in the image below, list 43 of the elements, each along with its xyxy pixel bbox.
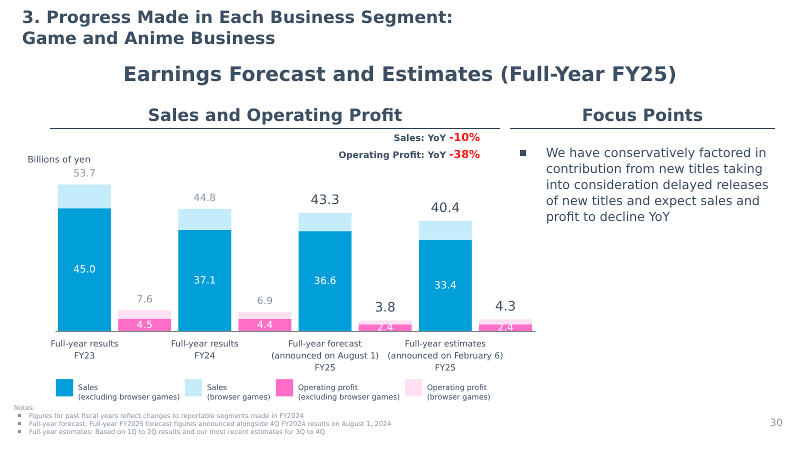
bar xyxy=(418,220,472,240)
total-label: 40.4 xyxy=(430,200,460,216)
bar xyxy=(418,240,472,331)
bar xyxy=(178,230,232,331)
data-label: 33.4 xyxy=(434,280,457,292)
data-label: 2.4 xyxy=(498,322,514,334)
bar xyxy=(238,312,292,319)
text: 30 xyxy=(770,418,783,429)
total-label: 7.6 xyxy=(136,294,153,306)
data-label: 45.0 xyxy=(73,264,96,276)
bar xyxy=(58,184,111,208)
bar xyxy=(238,319,292,331)
y-axis-title: Billions of yen xyxy=(28,156,91,166)
bar xyxy=(479,319,532,324)
total-label: 43.3 xyxy=(310,192,340,208)
data-label: 4.5 xyxy=(136,320,153,331)
chart-title: 3. Progress Made in Each Business Segment: Game and Anime Business xyxy=(22,8,454,50)
text: We have conservatively factored in contribution from new titles taking into consideration delayed releases of new titles and expect sales and profit to decline YoY xyxy=(546,145,770,225)
total-label: 3.8 xyxy=(374,300,396,316)
text: Sales: YoY -10% xyxy=(394,131,480,144)
text: Focus Points xyxy=(510,106,775,129)
text: Operating Profit: YoY -38% xyxy=(338,148,480,161)
text: Sales and Operating Profit xyxy=(50,106,500,129)
x-tick-label: Full-year results FY24 xyxy=(170,340,240,362)
data-label: 4.4 xyxy=(256,320,273,331)
bar xyxy=(118,310,172,319)
bar xyxy=(358,320,412,324)
x-tick-label: Full-year forecast (announced on August 1) FY25 xyxy=(271,340,379,374)
data-label: 37.1 xyxy=(194,275,216,286)
chart-subtitle: Earnings Forecast and Estimates (Full-Year FY25) xyxy=(122,62,678,86)
bar xyxy=(298,231,352,331)
bar xyxy=(58,208,111,331)
data-label: 2.4 xyxy=(377,322,394,334)
total-label: 44.8 xyxy=(194,192,216,204)
total-label: 6.9 xyxy=(256,296,273,308)
bar xyxy=(298,212,352,232)
total-label: 53.7 xyxy=(73,168,96,180)
x-tick-label: Full-year results FY23 xyxy=(50,340,119,362)
x-tick-label: Full-year estimates (announced on February 6) FY25 xyxy=(388,340,504,374)
bar xyxy=(118,318,172,331)
data-label: 36.6 xyxy=(314,276,336,288)
bar xyxy=(178,208,232,230)
total-label: 4.3 xyxy=(495,299,516,314)
